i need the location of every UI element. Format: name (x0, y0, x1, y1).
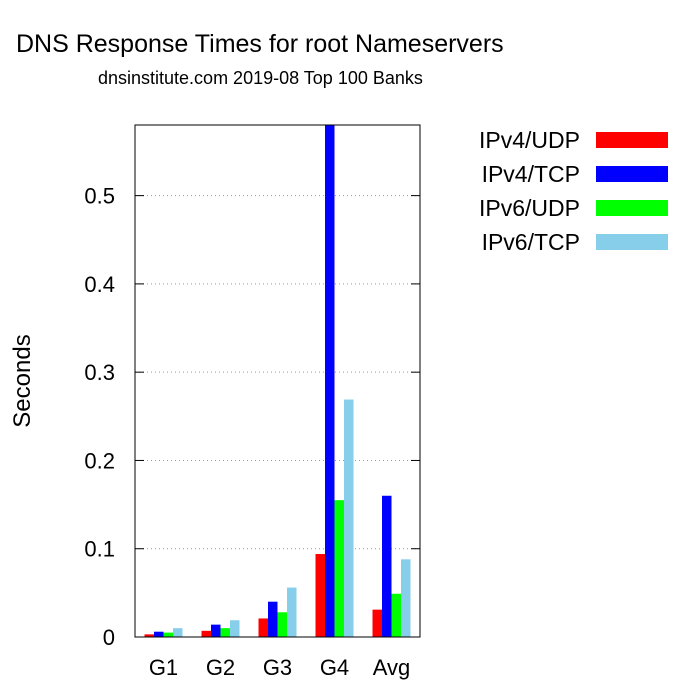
bar-ipv4-udp-g1 (144, 634, 154, 637)
bar-ipv6-udp-g2 (220, 628, 230, 637)
x-tick-label: G1 (149, 655, 178, 680)
x-tick-label: Avg (373, 655, 411, 680)
plot-frame (134, 124, 421, 638)
y-tick-label: 0 (103, 625, 115, 650)
x-tick-label: G3 (263, 655, 292, 680)
bar-ipv6-tcp-g4 (344, 399, 354, 637)
chart-subtitle: dnsinstitute.com 2019-08 Top 100 Banks (98, 68, 423, 88)
y-tick-label: 0.5 (84, 184, 115, 209)
bar-ipv6-tcp-g2 (230, 620, 240, 637)
bar-ipv6-tcp-avg (401, 559, 411, 637)
legend-label: IPv4/UDP (479, 127, 580, 153)
bar-ipv6-tcp-g3 (287, 587, 297, 637)
legend-swatch (596, 234, 668, 250)
y-axis-label: Seconds (9, 334, 36, 427)
bar-ipv6-udp-g4 (334, 500, 344, 637)
legend-label: IPv6/TCP (482, 229, 580, 255)
legend-swatch (596, 200, 668, 216)
bar-ipv4-tcp-g1 (154, 631, 164, 637)
y-tick-label: 0.4 (84, 272, 115, 297)
x-tick-label: G2 (206, 655, 235, 680)
bar-ipv4-udp-g2 (201, 630, 211, 637)
bar-ipv4-tcp-g3 (268, 601, 278, 637)
bar-ipv4-udp-avg (372, 609, 382, 637)
bar-ipv4-tcp-avg (382, 495, 392, 637)
y-tick-label: 0.1 (84, 537, 115, 562)
legend-swatch (596, 166, 668, 182)
bar-ipv4-udp-g3 (258, 618, 268, 637)
chart-title: DNS Response Times for root Nameservers (16, 30, 504, 58)
x-tick-label: G4 (320, 655, 349, 680)
legend-label: IPv6/UDP (479, 195, 580, 221)
bar-ipv4-tcp-g4 (325, 125, 335, 637)
bar-ipv4-tcp-g2 (211, 624, 221, 637)
bar-ipv6-udp-g1 (163, 632, 173, 637)
legend-label: IPv4/TCP (482, 161, 580, 187)
y-tick-label: 0.2 (84, 448, 115, 473)
bar-ipv6-tcp-g1 (173, 628, 183, 637)
legend-swatch (596, 132, 668, 148)
bar-ipv6-udp-g3 (277, 612, 287, 637)
bar-ipv6-udp-avg (391, 593, 401, 637)
y-tick-label: 0.3 (84, 360, 115, 385)
bar-ipv4-udp-g4 (315, 554, 325, 637)
